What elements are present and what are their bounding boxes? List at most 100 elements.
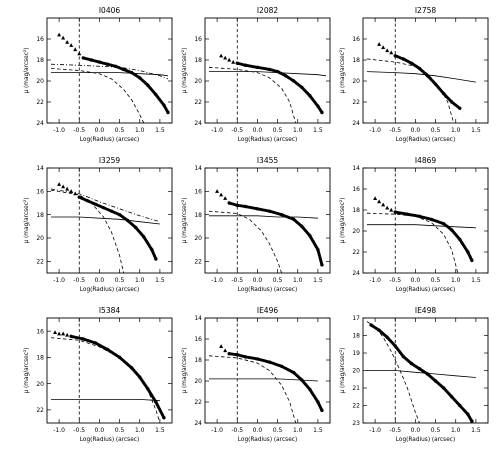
plot-area xyxy=(208,18,327,123)
y-tick-label: 16 xyxy=(194,336,202,343)
y-axis-label: μ (mag/arcsec²) xyxy=(181,348,188,394)
model-curve-solid xyxy=(51,72,169,77)
x-tick-label: 0.0 xyxy=(411,277,421,284)
x-axis-label: Log(Radius) (arcsec) xyxy=(80,437,139,443)
x-tick-label: 0.5 xyxy=(115,277,125,284)
y-tick-label: 24 xyxy=(36,120,44,127)
model-curve-dashed xyxy=(50,68,145,123)
x-tick-label: 1.5 xyxy=(155,277,165,284)
x-tick-label: 1.0 xyxy=(451,127,461,134)
axes-frame xyxy=(204,317,331,424)
model-curve-dashed xyxy=(50,189,124,273)
y-tick-label: 16 xyxy=(352,36,360,43)
x-tick-label: -1.0 xyxy=(53,277,65,284)
model-curve-dashed xyxy=(50,337,161,423)
panel-i3259: I3259 -1.0 -0.5 0.0 0.5 1.0 1.5 14 16 18 20 22 Log(R… xyxy=(23,156,173,293)
y-axis-label: μ (mag/arcsec²) xyxy=(181,198,188,244)
y-tick-label: 20 xyxy=(194,78,202,85)
y-tick-label: 14 xyxy=(194,165,202,172)
triangle-point xyxy=(389,50,394,55)
triangle-point xyxy=(227,57,232,62)
x-tick-label: 0.5 xyxy=(431,427,441,434)
axes-frame xyxy=(204,17,331,124)
data-point xyxy=(320,408,324,413)
panel-i4869: I4869 -1.0 -0.5 0.0 0.5 1.0 1.5 14 16 18 20 22 24 Log… xyxy=(339,156,489,293)
x-tick-label: 1.0 xyxy=(135,127,145,134)
data-point xyxy=(470,258,474,263)
panel-i2082: I2082 -1.0 -0.5 0.0 0.5 1.0 1.5 16 18 20 22 24 Log(R… xyxy=(181,6,331,143)
y-tick-label: 14 xyxy=(352,165,360,172)
x-tick-label: 0.0 xyxy=(253,127,263,134)
x-tick-label: 0.0 xyxy=(411,427,421,434)
x-tick-label: 0.0 xyxy=(95,277,105,284)
model-curve-solid xyxy=(209,71,327,77)
panel-title: I3455 xyxy=(257,156,279,165)
y-tick-label: 16 xyxy=(194,36,202,43)
panel-title: I3259 xyxy=(99,156,121,165)
axes-frame xyxy=(46,17,173,124)
axes-frame xyxy=(362,167,489,274)
x-axis-label: Log(Radius) (arcsec) xyxy=(396,287,455,293)
x-axis-label: Log(Radius) (arcsec) xyxy=(238,287,297,293)
triangle-point xyxy=(61,35,66,40)
triangle-point xyxy=(381,202,386,207)
y-axis-label: μ (mag/arcsec²) xyxy=(339,198,346,244)
model-curve-dashed xyxy=(366,321,420,423)
y-tick-label: 16 xyxy=(352,186,360,193)
x-tick-label: 1.5 xyxy=(313,427,323,434)
y-tick-label: 19 xyxy=(352,350,360,357)
plot-area xyxy=(208,168,324,273)
x-tick-label: 0.0 xyxy=(95,127,105,134)
panel-title: I5384 xyxy=(99,306,121,315)
triangle-point xyxy=(219,192,224,197)
y-tick-label: 16 xyxy=(36,36,44,43)
y-tick-label: 16 xyxy=(194,189,202,196)
x-tick-label: 0.5 xyxy=(273,277,283,284)
plot-area xyxy=(366,168,476,273)
model-curve-solid xyxy=(367,224,476,229)
triangle-point xyxy=(389,207,394,212)
x-axis-label: Log(Radius) (arcsec) xyxy=(80,137,139,143)
x-tick-label: -0.5 xyxy=(231,277,243,284)
x-tick-label: -0.5 xyxy=(389,277,401,284)
y-tick-label: 18 xyxy=(194,212,202,219)
y-tick-label: 22 xyxy=(352,249,360,256)
x-tick-label: 1.5 xyxy=(155,427,165,434)
x-axis-label: Log(Radius) (arcsec) xyxy=(80,287,139,293)
triangle-point xyxy=(385,205,390,210)
y-tick-label: 16 xyxy=(36,328,44,335)
y-tick-label: 16 xyxy=(36,189,44,196)
model-curve-solid xyxy=(209,215,318,219)
x-tick-label: 0.0 xyxy=(95,427,105,434)
y-tick-label: 17 xyxy=(352,315,360,322)
model-curve-dashed xyxy=(366,58,455,123)
data-point xyxy=(166,110,170,115)
triangle-point xyxy=(223,196,228,200)
model-curve-solid xyxy=(366,71,476,83)
panel-i3455: I3455 -1.0 -0.5 0.0 0.5 1.0 1.5 14 16 18 20 22 Log(R… xyxy=(181,156,331,293)
y-tick-label: 23 xyxy=(352,420,360,427)
panel-title: IE496 xyxy=(257,306,278,315)
x-tick-label: 1.5 xyxy=(471,427,481,434)
model-curve-solid xyxy=(51,216,160,225)
panel-title: I2758 xyxy=(415,6,437,15)
triangle-point xyxy=(65,39,70,44)
y-tick-label: 14 xyxy=(194,315,202,322)
panel-grid: I0406 -1.0 -0.5 0.0 0.5 1.0 1.5 16 18 20 22 24 Log(R… xyxy=(23,6,489,443)
triangle-point xyxy=(61,331,66,336)
x-tick-label: -0.5 xyxy=(231,127,243,134)
y-tick-label: 20 xyxy=(352,368,360,375)
y-axis-label: μ (mag/arcsec²) xyxy=(23,48,30,94)
x-tick-label: 1.0 xyxy=(451,427,461,434)
x-tick-label: -1.0 xyxy=(369,127,381,134)
triangle-point xyxy=(215,189,220,193)
triangle-point xyxy=(385,48,390,53)
model-curve-solid xyxy=(51,398,160,402)
panel-title: IE498 xyxy=(415,306,436,315)
triangle-point xyxy=(61,184,66,189)
plot-area xyxy=(208,318,324,423)
y-tick-label: 20 xyxy=(194,378,202,385)
x-tick-label: -1.0 xyxy=(211,127,223,134)
y-tick-label: 22 xyxy=(352,403,360,410)
